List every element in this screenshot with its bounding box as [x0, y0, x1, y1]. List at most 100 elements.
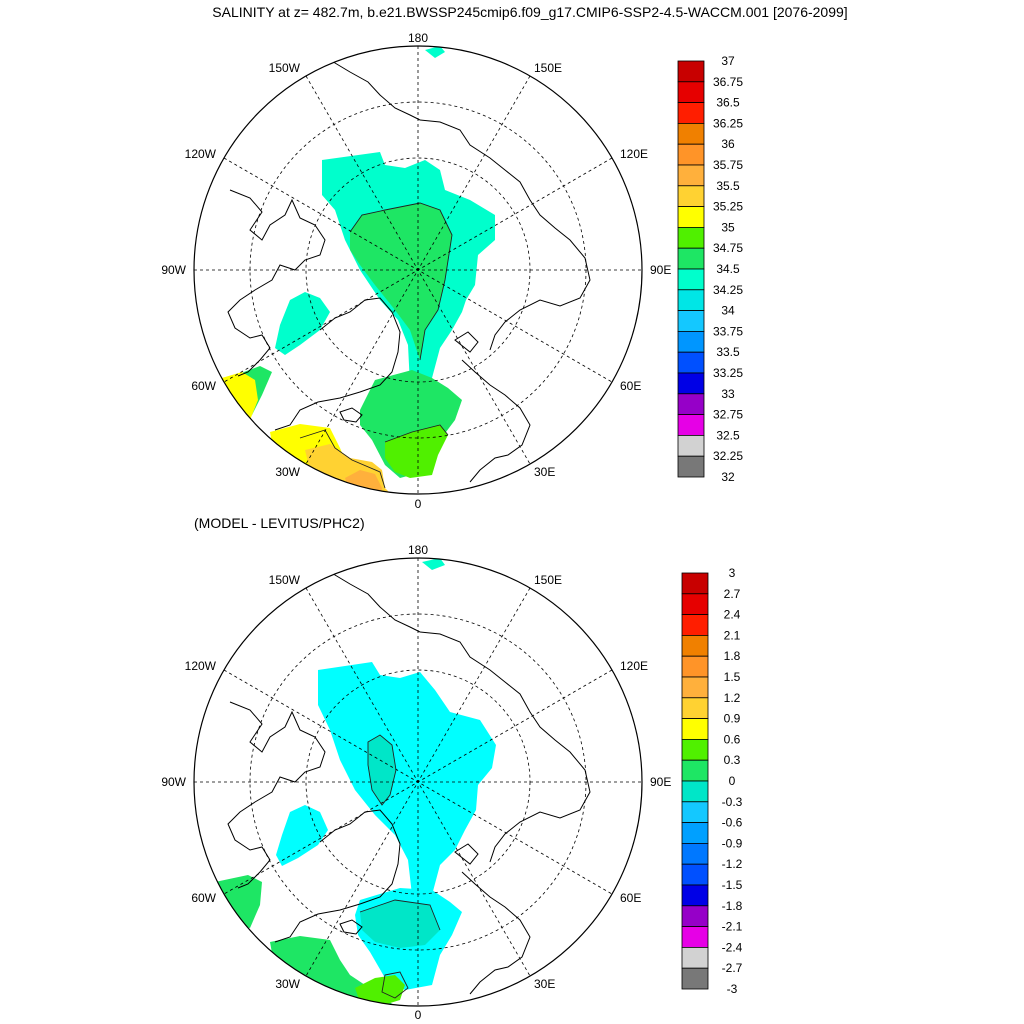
lon-label-90e: 90E — [650, 263, 671, 277]
difference-map-border — [193, 557, 643, 1007]
colorbar2-swatch — [681, 614, 709, 636]
colorbar2-label: -1.5 — [722, 878, 743, 892]
lon-label-150w-b: 150W — [269, 573, 301, 587]
lon-label-90w: 90W — [161, 263, 186, 277]
colorbar1-swatch — [677, 393, 705, 415]
coast-iceland — [339, 407, 363, 423]
colorbar1-swatch — [677, 455, 705, 478]
colorbar1-label: 35.75 — [713, 158, 743, 172]
coast-scandinavia-2 — [461, 871, 531, 995]
colorbar2-swatch — [681, 884, 709, 907]
coast-canada — [227, 189, 326, 377]
salinity-region-green — [350, 203, 452, 360]
difference-map: 180 0 90W 90E 150W 120W 150E 120E 60W 30… — [161, 543, 671, 1022]
lon-label-60w: 60W — [191, 379, 216, 393]
colorbar2-label: 1.8 — [724, 649, 741, 663]
difference-lon-labels: 180 0 90W 90E 150W 120W 150E 120E 60W 30… — [161, 543, 671, 1022]
colorbar2-label: 0 — [729, 774, 736, 788]
lon-label-180: 180 — [408, 31, 428, 45]
coast-siberia-2 — [419, 631, 591, 863]
salinity-region-baffin — [275, 292, 330, 355]
colorbar2-swatch — [681, 947, 709, 969]
lon-label-60e: 60E — [620, 379, 641, 393]
figure-title: SALINITY at z= 482.7m, b.e21.BWSSP245cmi… — [212, 4, 847, 20]
colorbar2-swatch — [681, 905, 709, 927]
colorbar2-swatch — [681, 676, 709, 699]
colorbar2-swatch — [681, 843, 709, 865]
lon-label-90w-b: 90W — [161, 775, 186, 789]
colorbar1-swatch — [677, 268, 705, 291]
coast-siberia — [419, 119, 591, 351]
colorbar1-swatch — [677, 372, 705, 395]
colorbar2-label: 2.1 — [724, 628, 741, 642]
colorbar1-swatch — [677, 185, 705, 208]
salinity-region-labrador-yellow — [215, 372, 258, 420]
colorbar2-label: -0.6 — [722, 816, 743, 830]
colorbar1-label: 34 — [721, 304, 735, 318]
colorbar1-label: 34.5 — [716, 262, 740, 276]
colorbar2-swatch — [681, 759, 709, 782]
colorbar2-label: 0.9 — [724, 712, 741, 726]
lon-label-120e: 120E — [620, 147, 648, 161]
difference-field — [194, 558, 642, 1006]
colorbar1-label: 36.25 — [713, 116, 743, 130]
lon-label-180-b: 180 — [408, 543, 428, 557]
difference-region-bering — [422, 558, 445, 570]
difference-region-nordic-teal — [360, 900, 440, 948]
salinity-region-bering — [425, 46, 445, 58]
colorbar2-label: 2.7 — [724, 587, 741, 601]
colorbar1-swatch — [677, 330, 705, 353]
lon-label-0: 0 — [415, 497, 422, 511]
colorbar1-swatch — [677, 164, 705, 187]
colorbar2-swatch — [681, 635, 709, 657]
salinity-lon-labels: 180 0 90W 90E 150W 120W 150E 120E 60W 30… — [161, 31, 671, 511]
difference-colorbar: 3 2.7 2.4 2.1 1.8 1.5 1.2 0.9 0.6 0.3 0 -0.3 -0.6 -0.… — [681, 566, 743, 996]
lon-label-30e: 30E — [534, 465, 555, 479]
colorbar1-swatch — [677, 81, 705, 104]
colorbar1-label: 35.5 — [716, 179, 740, 193]
coast-alaska-2 — [329, 571, 421, 633]
colorbar1-swatch — [677, 143, 705, 166]
colorbar1-swatch — [677, 289, 705, 311]
colorbar2-label: -3 — [727, 982, 738, 996]
coast-canada-2 — [227, 701, 326, 889]
colorbar1-swatch — [677, 351, 705, 374]
colorbar2-label: -2.1 — [722, 920, 743, 934]
colorbar1-label: 33.75 — [713, 324, 743, 338]
lon-label-120e-b: 120E — [620, 659, 648, 673]
colorbar1-swatch — [677, 434, 705, 457]
lon-label-120w: 120W — [185, 147, 217, 161]
colorbar1-label: 36 — [721, 137, 735, 151]
lon-label-150e-b: 150E — [534, 573, 562, 587]
colorbar2-label: 0.6 — [724, 732, 741, 746]
coast-svalbard-2 — [454, 843, 479, 865]
salinity-colorbar: 37 36.75 36.5 36.25 36 35.75 35.5 35.25 35 34.75 3… — [677, 54, 743, 484]
colorbar2-swatch — [681, 739, 709, 761]
colorbar1-label: 34.75 — [713, 241, 743, 255]
lon-label-0-b: 0 — [415, 1008, 422, 1022]
difference-title: (MODEL - LEVITUS/PHC2) — [194, 515, 365, 531]
colorbar1-swatch — [677, 102, 705, 124]
colorbar2-swatch — [681, 967, 709, 990]
difference-contour-atlantic — [381, 971, 409, 999]
lon-label-90e-b: 90E — [650, 775, 671, 789]
colorbar1-label: 35.25 — [713, 200, 743, 214]
colorbar1-swatch — [677, 310, 705, 332]
colorbar1-label: 35 — [721, 220, 735, 234]
colorbar2-swatch — [681, 926, 709, 948]
colorbar1-swatch — [677, 206, 705, 228]
colorbar1-swatch — [677, 226, 705, 249]
salinity-map: 180 0 90W 90E 150W 120W 150E 120E 60W 30… — [161, 31, 671, 511]
colorbar2-label: 2.4 — [724, 608, 741, 622]
colorbar1-label: 32.25 — [713, 449, 743, 463]
coast-scandinavia — [461, 359, 531, 483]
colorbar2-swatch — [681, 593, 709, 615]
colorbar1-label: 36.75 — [713, 75, 743, 89]
colorbar2-swatch — [681, 718, 709, 740]
colorbar2-label: 1.2 — [724, 691, 741, 705]
difference-contour-teal — [367, 734, 397, 806]
colorbar2-label: -0.3 — [722, 795, 743, 809]
colorbar1-label: 33.25 — [713, 366, 743, 380]
colorbar2-swatch — [681, 822, 709, 844]
colorbar2-swatch — [681, 780, 709, 803]
